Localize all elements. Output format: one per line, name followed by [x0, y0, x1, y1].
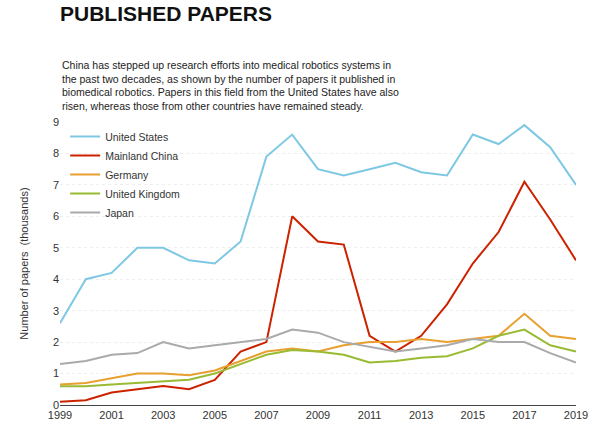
svg-text:China has stepped up research: China has stepped up research efforts in…: [62, 59, 399, 112]
svg-text:Mainland China: Mainland China: [105, 150, 178, 162]
svg-text:Number of papers (thousands): Number of papers (thousands): [18, 187, 30, 339]
svg-text:5: 5: [53, 242, 59, 254]
svg-text:2001: 2001: [99, 409, 123, 421]
svg-text:2007: 2007: [254, 409, 278, 421]
svg-text:2019: 2019: [564, 409, 588, 421]
svg-text:0: 0: [53, 399, 59, 411]
svg-text:Japan: Japan: [105, 207, 134, 219]
svg-text:2003: 2003: [151, 409, 175, 421]
svg-text:2005: 2005: [203, 409, 227, 421]
svg-text:2013: 2013: [409, 409, 433, 421]
svg-text:PUBLISHED PAPERS: PUBLISHED PAPERS: [60, 2, 272, 25]
svg-text:2009: 2009: [306, 409, 330, 421]
svg-text:2011: 2011: [358, 409, 382, 421]
svg-text:7: 7: [53, 179, 59, 191]
svg-text:6: 6: [53, 210, 59, 222]
svg-text:1999: 1999: [48, 409, 72, 421]
svg-text:United Kingdom: United Kingdom: [105, 188, 180, 200]
svg-text:3: 3: [53, 305, 59, 317]
svg-text:4: 4: [53, 273, 59, 285]
svg-text:8: 8: [53, 147, 59, 159]
svg-text:Germany: Germany: [105, 169, 149, 181]
svg-text:2: 2: [53, 336, 59, 348]
svg-text:9: 9: [53, 116, 59, 128]
svg-text:United States: United States: [105, 131, 168, 143]
svg-text:1: 1: [53, 367, 59, 379]
svg-text:2017: 2017: [512, 409, 536, 421]
svg-text:2015: 2015: [461, 409, 485, 421]
